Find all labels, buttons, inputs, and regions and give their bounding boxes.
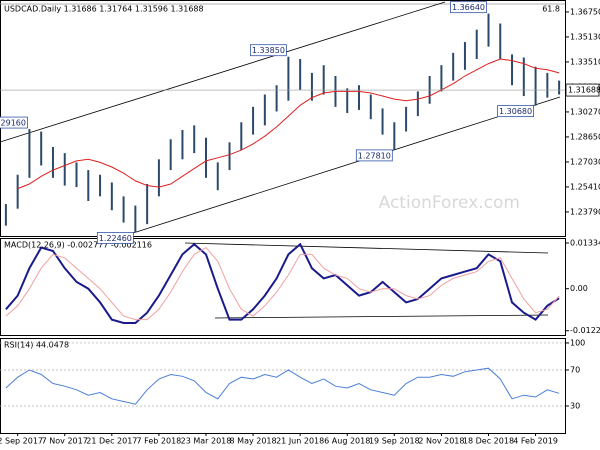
x-tick-label: 21 Jun 2018 (276, 437, 324, 446)
annotation-label: 1.29160 (0, 119, 26, 128)
y-tick-label: 1.35130 (570, 32, 600, 41)
annotation-box (0, 116, 28, 129)
annotation-label: 1.36640 (452, 3, 485, 12)
macd-lower-line (214, 314, 549, 319)
x-tick-label: 2 Nov 2018 (418, 437, 464, 446)
macd-panel (0, 238, 566, 336)
moving-average (17, 58, 560, 190)
last-price-box (565, 83, 600, 97)
x-tick-label: 6 Aug 2018 (324, 437, 370, 446)
level-label: 61.8 (542, 5, 560, 14)
indicator-line (5, 367, 560, 405)
annotation-label: 1.33850 (252, 46, 285, 55)
x-tick-label: 18 Dec 2018 (463, 437, 514, 446)
y-tick-label: 1.36750 (570, 7, 600, 16)
channel-lower (129, 96, 561, 235)
x-tick-label: 21 Dec 2017 (86, 437, 137, 446)
price-title: USDCAD.Daily 1.31686 1.31764 1.31596 1.3… (4, 5, 204, 14)
y-tick-label: 1.25410 (570, 182, 600, 191)
channel-upper (0, 1, 446, 143)
watermark: ActionForex.com (379, 193, 520, 213)
annotation-box (450, 1, 487, 14)
annotation-box (497, 105, 534, 118)
x-tick-label: 7 Nov 2017 (42, 437, 88, 446)
rsi-panel (0, 338, 566, 434)
annotation-label: 1.27810 (358, 151, 391, 160)
macd-upper-line (184, 242, 549, 254)
y-tick-label: 100 (570, 338, 585, 347)
indicator-line (5, 246, 560, 321)
y-tick-label: 30 (570, 401, 580, 410)
indicator-line (5, 242, 560, 324)
y-tick-label: 0.00 (570, 284, 588, 293)
x-tick-label: 7 Feb 2018 (137, 437, 182, 446)
y-tick-label: 0.013345 (570, 238, 600, 247)
y-tick-label: 1.28650 (570, 132, 600, 141)
annotation-label: 1.30680 (499, 107, 532, 116)
macd-title: MACD(12,26,9) -0.002777 -0.002116 (4, 241, 152, 250)
y-tick-label: 1.27030 (570, 157, 600, 166)
y-tick-label: -0.012261 (570, 326, 600, 335)
last-price-label: 1.31688 (568, 86, 600, 95)
x-tick-label: 19 Sep 2018 (369, 437, 420, 446)
rsi-title: RSI(14) 44.0478 (4, 341, 69, 350)
y-tick-label: 70 (570, 365, 580, 374)
annotation-box (96, 232, 134, 244)
annotation-box (355, 149, 393, 162)
y-tick-label: 1.33510 (570, 57, 600, 66)
y-tick-label: 1.23790 (570, 207, 600, 216)
x-tick-label: 4 Feb 2019 (513, 437, 558, 446)
y-tick-label: 1.30270 (570, 107, 600, 116)
x-tick-label: 22 Sep 2017 (0, 437, 43, 446)
x-tick-label: 8 May 2018 (230, 437, 277, 446)
x-tick-label: 23 Mar 2018 (181, 437, 232, 446)
annotation-label: 1.22460 (99, 234, 132, 243)
annotation-box (249, 44, 287, 57)
